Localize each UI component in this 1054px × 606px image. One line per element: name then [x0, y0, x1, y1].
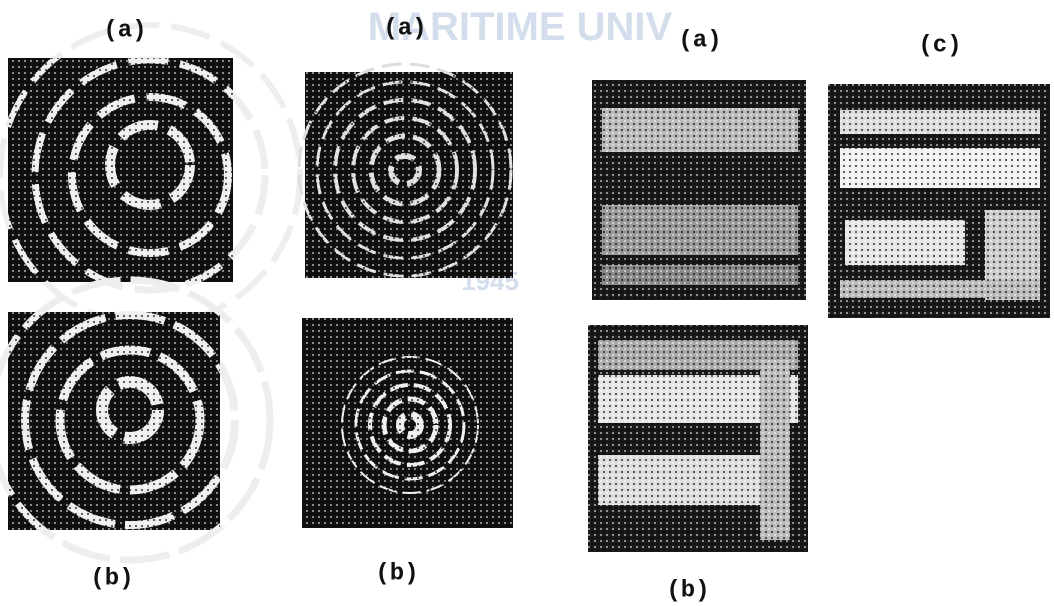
panel-label: (c) — [918, 32, 961, 59]
panel-label: (b) — [666, 577, 709, 604]
panel-label: (a) — [678, 27, 721, 54]
panel — [302, 318, 513, 528]
panel-label: (a) — [383, 15, 426, 42]
panel — [0, 280, 270, 560]
figure: MARITIME UNIV 1945 — [0, 0, 1054, 606]
panel-label: (a) — [103, 17, 146, 44]
panel-label: (b) — [375, 560, 418, 587]
panel — [828, 84, 1050, 318]
panel — [588, 325, 808, 552]
panel-label: (b) — [90, 565, 133, 592]
panel — [592, 80, 806, 300]
panel — [299, 64, 513, 278]
